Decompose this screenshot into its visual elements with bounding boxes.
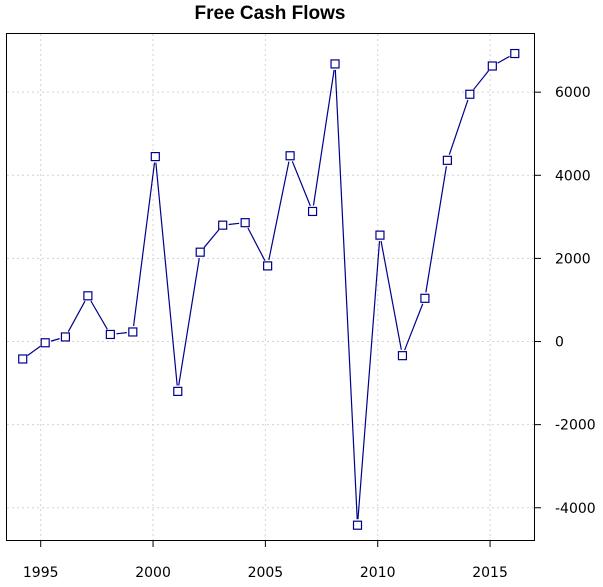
y-tick-label: -2000 xyxy=(555,418,596,434)
series-segment xyxy=(203,229,220,248)
series-segment xyxy=(357,241,381,520)
series-segment xyxy=(247,227,266,261)
data-point-marker xyxy=(375,230,385,240)
data-point-marker xyxy=(83,291,93,301)
series-segment xyxy=(497,55,510,64)
grid-layer xyxy=(7,34,535,541)
data-point-marker xyxy=(442,155,452,165)
data-point-marker xyxy=(465,89,475,99)
series-segment xyxy=(90,300,108,330)
plot-frame xyxy=(6,33,535,541)
x-tick-label: 1995 xyxy=(23,565,59,581)
data-point-marker xyxy=(173,386,183,396)
data-point-marker xyxy=(105,329,115,340)
y-tick-label: -4000 xyxy=(555,501,596,517)
series-segment xyxy=(334,69,358,520)
series-segment xyxy=(448,99,469,155)
data-point-marker xyxy=(420,293,430,303)
x-tick-label: 2000 xyxy=(135,565,171,581)
data-point-marker xyxy=(352,520,363,530)
data-point-marker xyxy=(128,327,138,337)
series-segment xyxy=(155,162,178,386)
series-segment xyxy=(132,162,156,327)
series-segment xyxy=(27,345,41,356)
series-segment xyxy=(50,338,60,342)
data-point-marker xyxy=(150,151,160,162)
series-segment xyxy=(67,300,86,332)
data-point-marker xyxy=(18,354,28,364)
data-point-marker xyxy=(487,61,497,71)
x-tick-label: 2015 xyxy=(472,565,508,581)
x-tick-label: 2005 xyxy=(248,565,284,581)
data-point-marker xyxy=(60,332,71,342)
x-tick-label: 2010 xyxy=(360,565,396,581)
chart-title: Free Cash Flows xyxy=(194,3,346,24)
y-tick-label: 0 xyxy=(555,335,564,351)
series-segment xyxy=(380,240,402,350)
series-segment xyxy=(116,332,127,335)
series-segment xyxy=(178,258,200,386)
series-segment xyxy=(404,303,424,351)
y-tick-label: 4000 xyxy=(555,168,591,184)
data-point-marker xyxy=(397,351,408,361)
series-segment xyxy=(425,166,448,293)
y-tick-label: 6000 xyxy=(555,85,591,101)
data-point-marker xyxy=(263,261,273,271)
data-point-marker xyxy=(240,218,250,228)
series-segment xyxy=(473,70,490,90)
series-segment xyxy=(268,161,290,261)
data-point-marker xyxy=(218,220,228,230)
series-segment xyxy=(312,69,335,206)
series-segment xyxy=(291,161,311,207)
y-tick-label: 2000 xyxy=(555,251,591,267)
data-point-marker xyxy=(307,206,318,217)
data-point-marker xyxy=(510,48,520,59)
data-point-marker xyxy=(285,151,295,161)
series-segment xyxy=(228,222,240,226)
data-point-marker xyxy=(40,338,50,348)
series-layer xyxy=(18,48,520,530)
data-point-marker xyxy=(330,59,340,69)
axis-layer: 1995 2000 2005 2010 2015 -4000 -2000 0 2000 4000 6… xyxy=(23,85,596,581)
data-point-marker xyxy=(195,247,205,257)
